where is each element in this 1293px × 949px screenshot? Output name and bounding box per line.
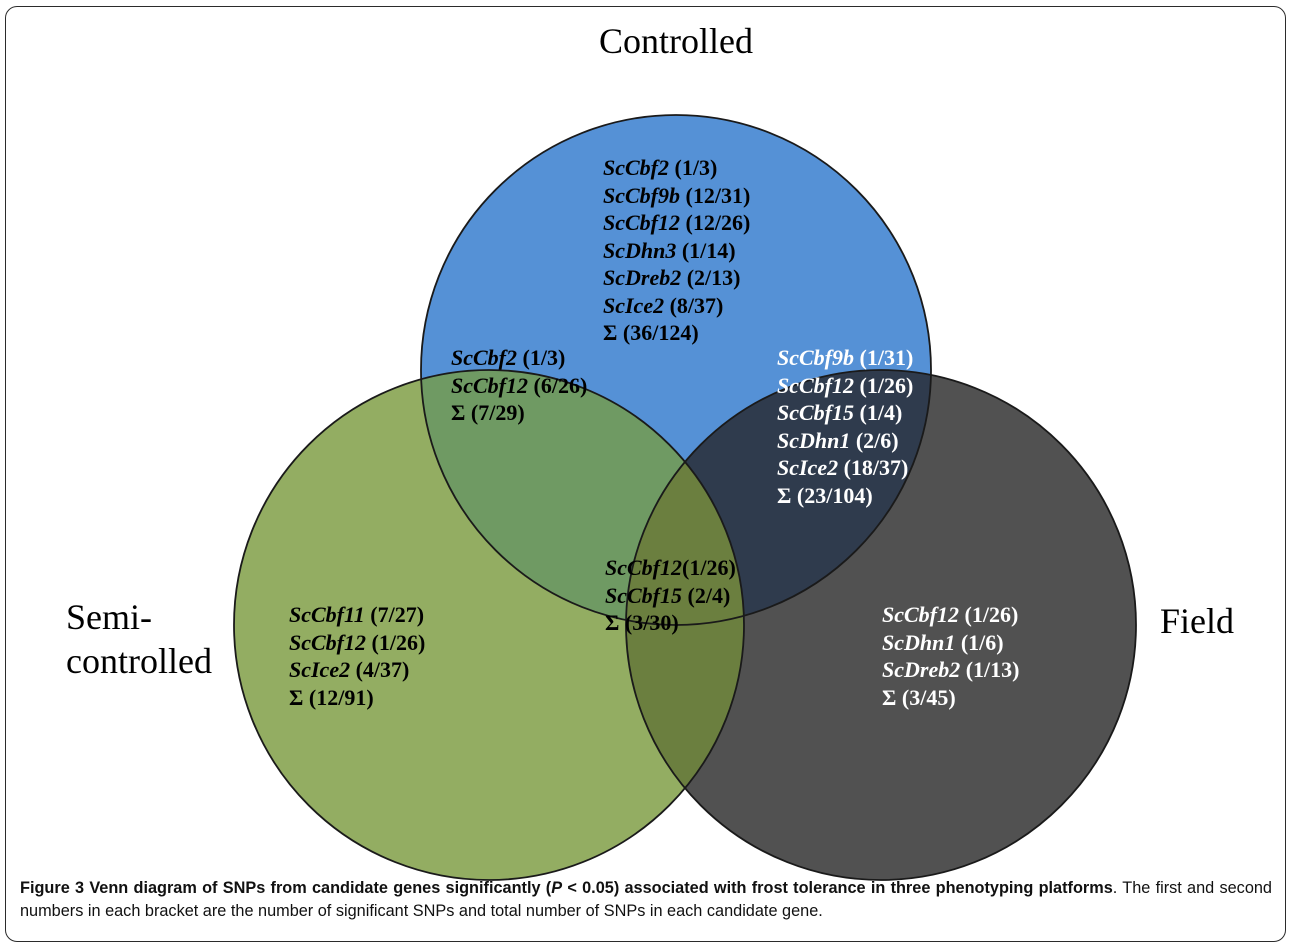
gene-name: ScIce2 — [603, 292, 665, 318]
sum-entry: Σ (3/30) — [605, 609, 736, 637]
gene-entry: ScIce2 (18/37) — [777, 454, 913, 482]
gene-name: ScCbf12 — [603, 210, 680, 235]
gene-entry: ScDhn1 (2/6) — [777, 427, 913, 455]
label-field: Field — [1160, 601, 1235, 641]
gene-entry: ScCbf11 (7/27) — [289, 601, 425, 629]
snp-count: (2/13) — [681, 265, 741, 290]
region-controlled-semi: ScCbf2 (1/3) ScCbf12 (6/26) Σ (7/29) — [451, 344, 587, 427]
region-all-three: ScCbf12(1/26) ScCbf15 (2/4) Σ (3/30) — [605, 554, 736, 637]
snp-count: (1/26) — [682, 555, 736, 580]
overlap-controlled-field — [626, 370, 931, 625]
gene-name: ScCbf15 — [777, 400, 854, 425]
gene-entry: ScDreb2 (1/13) — [882, 656, 1019, 684]
gene-name: ScDhn1 — [882, 629, 956, 655]
gene-name: ScCbf11 — [289, 602, 365, 627]
label-semi-line1: Semi- — [66, 597, 152, 637]
snp-count: (1/26) — [854, 372, 914, 398]
gene-entry: ScCbf2 (1/3) — [603, 154, 750, 182]
gene-name: ScCbf9b — [777, 345, 854, 370]
gene-name: ScCbf12 — [451, 372, 528, 398]
gene-entry: ScDhn1 (1/6) — [882, 629, 1019, 657]
snp-count: (4/37) — [350, 657, 410, 682]
gene-name: ScCbf12 — [882, 602, 959, 627]
snp-count: (1/26) — [366, 629, 426, 655]
gene-name: ScIce2 — [777, 455, 839, 480]
gene-entry: ScCbf15 (1/4) — [777, 399, 913, 427]
region-field-only: ScCbf12 (1/26) ScDhn1 (1/6) ScDreb2 (1/13)… — [882, 601, 1019, 711]
sum-entry: Σ (7/29) — [451, 399, 587, 427]
gene-name: ScCbf2 — [451, 345, 517, 370]
region-controlled-field: ScCbf9b (1/31) ScCbf12 (1/26) ScCbf15 (1/4… — [777, 344, 913, 509]
outline-controlled — [420, 114, 932, 626]
snp-count: Σ (12/91) — [289, 684, 374, 710]
gene-entry: ScCbf12 (1/26) — [882, 601, 1019, 629]
venn-diagram — [233, 114, 1137, 881]
sum-entry: Σ (12/91) — [289, 684, 425, 712]
gene-name: ScCbf9b — [603, 182, 680, 208]
snp-count: (8/37) — [664, 292, 724, 318]
gene-name: ScDhn3 — [603, 237, 677, 263]
gene-entry: ScIce2 (8/37) — [603, 292, 750, 320]
snp-count: (12/31) — [680, 182, 751, 208]
caption-body: . The first and second numbers in each b… — [20, 879, 1272, 920]
gene-name: ScDreb2 — [603, 265, 682, 290]
gene-entry: ScCbf12(1/26) — [605, 554, 736, 582]
gene-entry: ScCbf12 (1/26) — [777, 372, 913, 400]
snp-count: (18/37) — [838, 455, 909, 480]
gene-name: ScIce2 — [289, 657, 351, 682]
gene-entry: ScCbf2 (1/3) — [451, 344, 587, 372]
gene-entry: ScIce2 (4/37) — [289, 656, 425, 684]
gene-entry: ScDreb2 (2/13) — [603, 264, 750, 292]
gene-name: ScDhn1 — [777, 427, 851, 453]
caption-title: Figure 3 Venn diagram of SNPs from candi… — [20, 879, 1113, 897]
gene-name: ScCbf12 — [605, 555, 682, 580]
sum-entry: Σ (3/45) — [882, 684, 1019, 712]
label-semi-line2: controlled — [66, 641, 212, 681]
snp-count: (1/14) — [676, 237, 736, 263]
snp-count: (2/6) — [850, 427, 899, 453]
snp-count: (1/3) — [669, 155, 718, 180]
gene-entry: ScCbf9b (1/31) — [777, 344, 913, 372]
snp-count: (1/31) — [854, 345, 914, 370]
snp-count: (6/26) — [528, 372, 588, 398]
snp-count: (2/4) — [682, 582, 731, 608]
figure-caption: Figure 3 Venn diagram of SNPs from candi… — [20, 877, 1272, 923]
snp-count: Σ (23/104) — [777, 482, 873, 508]
gene-entry: ScCbf9b (12/31) — [603, 182, 750, 210]
overlap-controlled-semi — [421, 370, 744, 625]
region-controlled-only: ScCbf2 (1/3) ScCbf9b (12/31) ScCbf12 (12/2… — [603, 154, 750, 347]
gene-name: ScCbf12 — [289, 629, 366, 655]
gene-entry: ScCbf12 (1/26) — [289, 629, 425, 657]
snp-count: (7/27) — [364, 602, 425, 627]
snp-count: Σ (7/29) — [451, 400, 525, 425]
snp-count: Σ (3/45) — [882, 684, 956, 710]
snp-count: (1/26) — [959, 602, 1019, 627]
gene-entry: ScCbf15 (2/4) — [605, 582, 736, 610]
label-controlled: Controlled — [599, 21, 753, 61]
gene-entry: ScDhn3 (1/14) — [603, 237, 750, 265]
gene-name: ScCbf12 — [777, 372, 854, 398]
outline-field — [625, 369, 1137, 881]
gene-entry: ScCbf12 (6/26) — [451, 372, 587, 400]
snp-count: Σ (3/30) — [605, 610, 679, 635]
sum-entry: Σ (36/124) — [603, 319, 750, 347]
gene-name: ScCbf2 — [603, 155, 669, 180]
region-semi-only: ScCbf11 (7/27) ScCbf12 (1/26) ScIce2 (4/37… — [289, 601, 425, 711]
label-semi-controlled: Semi- controlled — [66, 595, 212, 683]
gene-name: ScDreb2 — [882, 657, 961, 682]
snp-count: Σ (36/124) — [603, 320, 699, 345]
snp-count: (12/26) — [680, 210, 751, 235]
figure-frame: Controlled Semi- controlled Field ScCbf2… — [5, 6, 1286, 942]
snp-count: (1/3) — [517, 345, 566, 370]
sum-entry: Σ (23/104) — [777, 482, 913, 510]
gene-entry: ScCbf12 (12/26) — [603, 209, 750, 237]
snp-count: (1/4) — [854, 400, 903, 425]
snp-count: (1/13) — [960, 657, 1020, 682]
snp-count: (1/6) — [955, 629, 1004, 655]
outline-semi-controlled — [233, 369, 745, 881]
gene-name: ScCbf15 — [605, 582, 682, 608]
